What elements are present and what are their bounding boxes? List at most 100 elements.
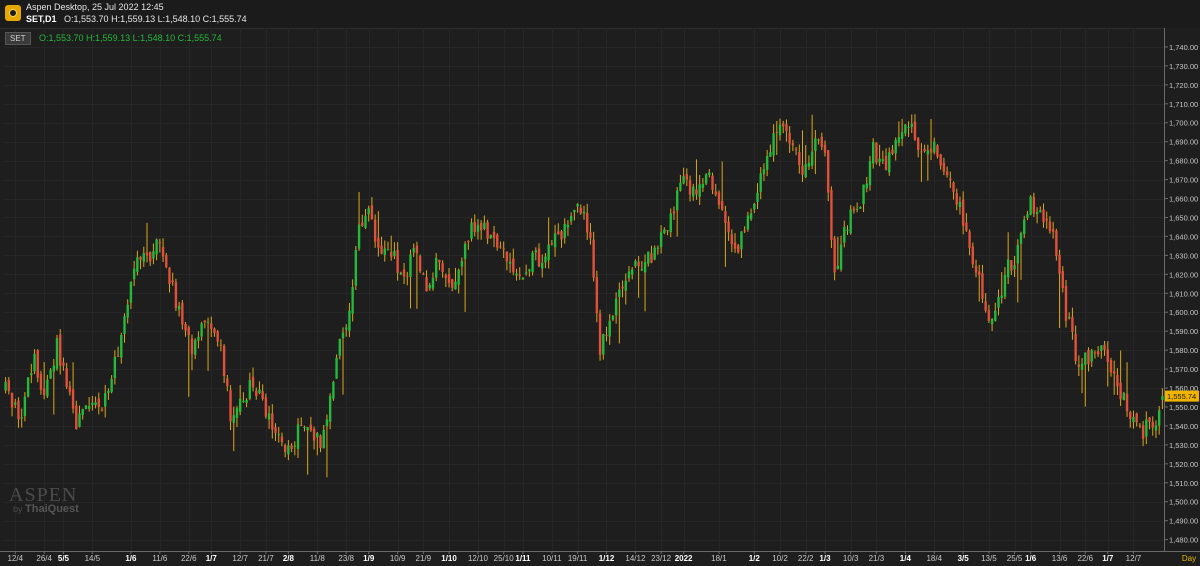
candle-body[interactable] (659, 232, 663, 248)
time-axis[interactable] (0, 551, 1200, 566)
candle-body[interactable] (248, 380, 252, 399)
candle-body[interactable] (929, 148, 933, 153)
candle-body[interactable] (605, 334, 608, 336)
candle-body[interactable] (839, 244, 843, 270)
candle-body[interactable] (26, 377, 30, 397)
candle-body[interactable] (524, 272, 528, 274)
candle-body[interactable] (521, 277, 525, 280)
candle-body[interactable] (402, 269, 406, 277)
candle-body[interactable] (36, 350, 39, 378)
candle-body[interactable] (1141, 425, 1145, 439)
candle-body[interactable] (149, 252, 152, 262)
candle-body[interactable] (71, 389, 75, 409)
candle-body[interactable] (804, 164, 807, 178)
candle-body[interactable] (383, 248, 386, 255)
candle-body[interactable] (778, 124, 782, 136)
candle-body[interactable] (348, 310, 351, 331)
candle-body[interactable] (576, 204, 579, 207)
candle-body[interactable] (515, 273, 518, 276)
candle-body[interactable] (939, 154, 942, 166)
candle-body[interactable] (177, 305, 181, 310)
candle-body[interactable] (701, 183, 705, 188)
candle-body[interactable] (190, 338, 194, 355)
candle-body[interactable] (1010, 260, 1013, 271)
candle-body[interactable] (830, 189, 833, 240)
candle-body[interactable] (1074, 333, 1077, 361)
candle-body[interactable] (306, 427, 309, 431)
candle-body[interactable] (399, 272, 403, 275)
candle-body[interactable] (293, 445, 297, 447)
candle-body[interactable] (502, 248, 505, 250)
candle-body[interactable] (640, 269, 644, 271)
candle-body[interactable] (987, 310, 991, 321)
candle-body[interactable] (627, 271, 631, 279)
candle-body[interactable] (785, 124, 788, 132)
candle-body[interactable] (656, 247, 660, 249)
candle-body[interactable] (197, 336, 200, 341)
candle-body[interactable] (926, 150, 930, 155)
candle-body[interactable] (772, 133, 775, 156)
candle-body[interactable] (1151, 421, 1154, 428)
candle-body[interactable] (1129, 412, 1132, 420)
candle-body[interactable] (817, 139, 820, 141)
candle-body[interactable] (489, 235, 493, 239)
candle-body[interactable] (868, 161, 872, 186)
candle-body[interactable] (467, 240, 470, 242)
candle-body[interactable] (737, 245, 740, 253)
candle-body[interactable] (271, 413, 274, 430)
candle-body[interactable] (110, 378, 113, 392)
candle-body[interactable] (990, 319, 994, 325)
candle-body[interactable] (415, 245, 419, 254)
candle-body[interactable] (563, 223, 566, 239)
candle-body[interactable] (52, 365, 56, 372)
candle-body[interactable] (862, 184, 865, 205)
candle-body[interactable] (1023, 219, 1026, 234)
candle-body[interactable] (181, 302, 184, 325)
candle-body[interactable] (698, 184, 701, 197)
candle-body[interactable] (274, 427, 277, 434)
candle-body[interactable] (508, 261, 512, 264)
candle-body[interactable] (913, 121, 917, 140)
candle-body[interactable] (425, 277, 428, 292)
candle-body[interactable] (161, 246, 165, 257)
candle-body[interactable] (878, 158, 881, 163)
candle-body[interactable] (116, 355, 120, 357)
candle-body[interactable] (1003, 275, 1007, 297)
candle-body[interactable] (145, 252, 149, 256)
candle-body[interactable] (479, 223, 483, 231)
candle-body[interactable] (1071, 316, 1074, 333)
candle-body[interactable] (945, 171, 949, 176)
candle-body[interactable] (319, 435, 322, 448)
candle-body[interactable] (341, 332, 345, 339)
candle-body[interactable] (393, 250, 396, 257)
candle-body[interactable] (961, 199, 965, 226)
candle-body[interactable] (42, 388, 46, 396)
candle-body[interactable] (753, 203, 756, 210)
candle-body[interactable] (569, 216, 573, 222)
candle-body[interactable] (643, 262, 647, 273)
candle-body[interactable] (463, 243, 467, 259)
candle-body[interactable] (107, 390, 110, 394)
candle-body[interactable] (165, 255, 168, 268)
candle-body[interactable] (87, 406, 91, 409)
candle-body[interactable] (897, 137, 901, 143)
candle-body[interactable] (39, 373, 43, 390)
candle-body[interactable] (335, 357, 338, 379)
candle-body[interactable] (1045, 218, 1048, 221)
candle-body[interactable] (923, 149, 926, 152)
candle-body[interactable] (1068, 317, 1071, 319)
candle-body[interactable] (637, 261, 640, 267)
candle-body[interactable] (505, 251, 509, 262)
candle-body[interactable] (653, 247, 656, 260)
candle-body[interactable] (582, 211, 586, 214)
candle-body[interactable] (222, 345, 226, 377)
candle-body[interactable] (100, 409, 104, 411)
candle-body[interactable] (152, 251, 155, 259)
candle-body[interactable] (17, 400, 20, 420)
candle-body[interactable] (557, 231, 560, 235)
candle-body[interactable] (1026, 214, 1029, 218)
candle-body[interactable] (473, 222, 476, 233)
candle-body[interactable] (123, 316, 126, 334)
candle-body[interactable] (621, 286, 624, 289)
